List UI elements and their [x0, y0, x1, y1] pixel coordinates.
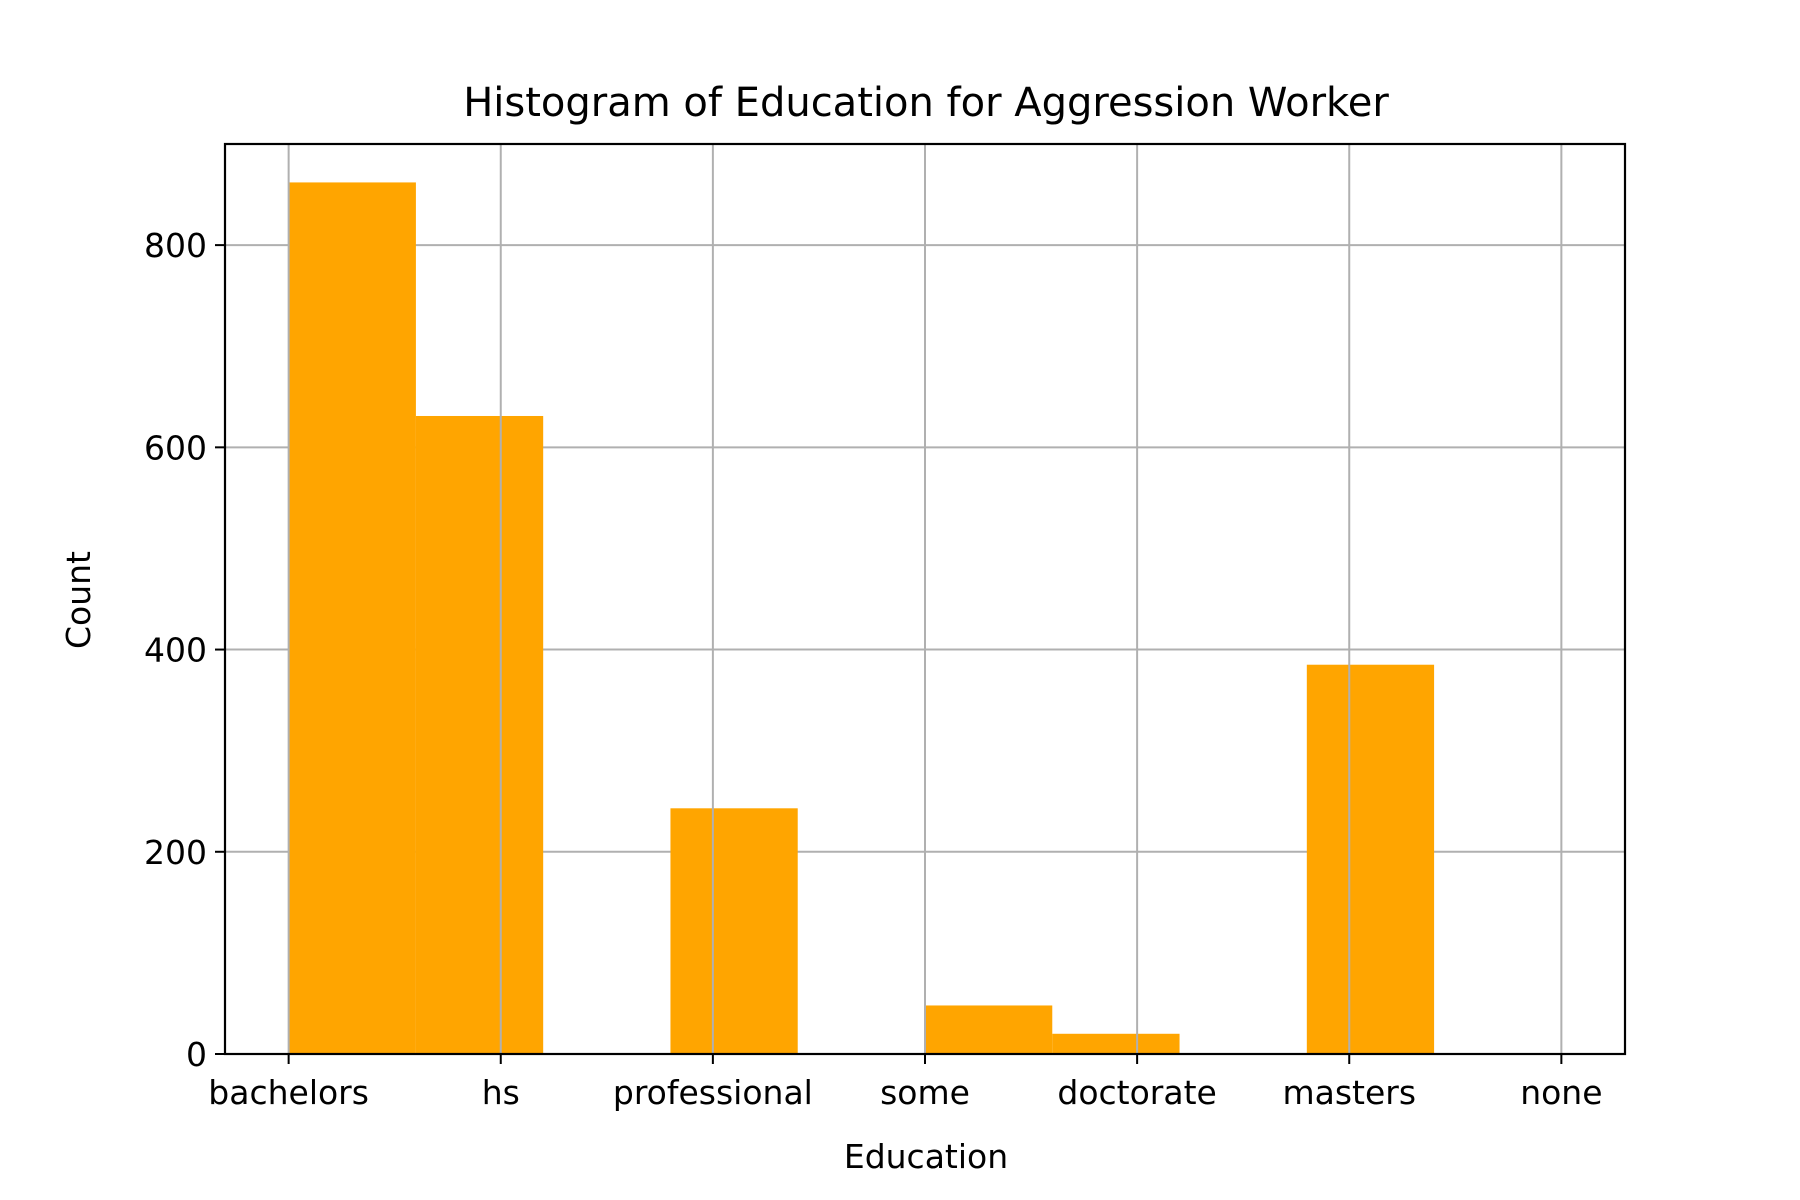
histogram-bar	[288, 182, 416, 1054]
y-tick-label: 0	[186, 1035, 207, 1074]
y-axis-label: Count	[59, 551, 98, 649]
histogram-bar	[1052, 1033, 1180, 1054]
histogram-bar	[415, 415, 544, 1054]
x-tick-label: masters	[1282, 1073, 1416, 1112]
histogram-bar	[925, 1005, 1053, 1054]
x-tick-label: some	[880, 1073, 970, 1112]
x-tick-label: professional	[613, 1073, 813, 1112]
x-tick-label: hs	[482, 1073, 520, 1112]
histogram-bar	[1306, 664, 1435, 1054]
plot-frame	[223, 142, 1627, 1056]
histogram-bar	[670, 808, 798, 1054]
x-grid-layer	[287, 144, 1563, 1054]
x-tick-label: none	[1520, 1073, 1602, 1112]
x-axis-label: Education	[844, 1137, 1008, 1176]
y-tick-label: 400	[144, 631, 207, 670]
y-tick-label: 600	[144, 428, 207, 467]
bars-layer	[288, 182, 1435, 1054]
x-tick-label: doctorate	[1057, 1073, 1216, 1112]
chart-title: Histogram of Education for Aggression Wo…	[463, 80, 1389, 126]
ticks-layer: 0 200 400 600 800 bachelors hs professional some…	[144, 226, 1603, 1112]
y-tick-label: 200	[144, 833, 207, 872]
x-tick-label: bachelors	[208, 1073, 369, 1112]
y-tick-label: 800	[144, 226, 207, 265]
